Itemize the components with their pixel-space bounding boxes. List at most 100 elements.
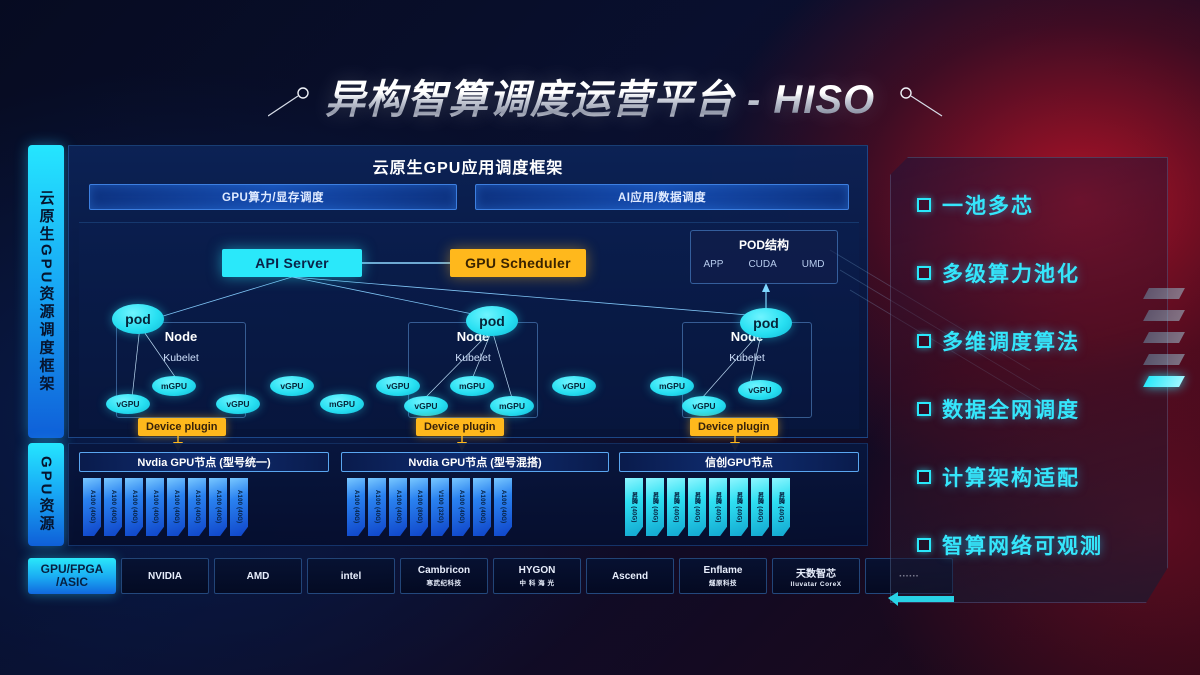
vendor-logo-3[interactable]: intel: [307, 558, 395, 594]
gpu-card-2-2[interactable]: A100 (40G): [368, 478, 386, 536]
vendor-name: Cambricon: [417, 565, 471, 576]
gpu-card-1-7[interactable]: A100 (40G): [209, 478, 227, 536]
device-plugin-3[interactable]: Device plugin: [690, 418, 778, 436]
gpu-card-1-8[interactable]: A100 (40G): [230, 478, 248, 536]
feature-item-4[interactable]: 数据全网调度: [917, 388, 1167, 430]
vendor-logo-5[interactable]: HYGON 中 科 海 光: [493, 558, 581, 594]
gpu-label: mGPU: [329, 399, 355, 409]
gpu-card-3-8[interactable]: 昇腾 (40G): [772, 478, 790, 536]
vgpu-2-1[interactable]: vGPU: [376, 376, 420, 396]
feature-label: 多维调度算法: [942, 331, 1080, 354]
gpu-card-2-7[interactable]: A100 (40G): [473, 478, 491, 536]
mgpu-2-2[interactable]: mGPU: [450, 376, 494, 396]
feature-label: 数据全网调度: [942, 399, 1080, 422]
vendor-logo-8[interactable]: 天数智芯 Iluvatar CoreX: [772, 558, 860, 594]
sidebar-item-gpu-resource[interactable]: GPU资源: [28, 443, 64, 546]
gpu-card-1-2[interactable]: A100 (40G): [104, 478, 122, 536]
gpu-card-3-6[interactable]: 昇腾 (40G): [730, 478, 748, 536]
gpu-card-3-3[interactable]: 昇腾 (40G): [667, 478, 685, 536]
gpu-card-face: [688, 478, 706, 536]
gpu-card-1-1[interactable]: A100 (40G): [83, 478, 101, 536]
sidebar-item-framework[interactable]: 云原生GPU资源调度框架: [28, 145, 64, 438]
gpu-card-3-4[interactable]: 昇腾 (40G): [688, 478, 706, 536]
mgpu-1-2[interactable]: mGPU: [152, 376, 196, 396]
feature-item-3[interactable]: 多维调度算法: [917, 320, 1167, 362]
pod-node-2[interactable]: pod: [466, 306, 518, 336]
vgpu-1-1[interactable]: vGPU: [106, 394, 150, 414]
vgpu-2-3[interactable]: vGPU: [404, 396, 448, 416]
gpu-card-face: [751, 478, 769, 536]
gpu-card-1-4[interactable]: A100 (40G): [146, 478, 164, 536]
vendor-logo-6[interactable]: Ascend: [586, 558, 674, 594]
feature-item-6[interactable]: 智算网络可观测: [917, 524, 1167, 566]
scheduling-bar-ai-label: AI应用/数据调度: [617, 192, 707, 204]
gpu-card-2-8[interactable]: A100 (40G): [494, 478, 512, 536]
scheduling-bar-gpu[interactable]: GPU算力/显存调度: [89, 184, 457, 210]
node-title: Node: [164, 329, 198, 344]
node-box: [116, 322, 246, 418]
gpu-card-label: V100 (32G): [437, 490, 443, 524]
gpu-card-label: 昇腾 (40G): [756, 491, 763, 523]
gpu-card-label: A100 (40G): [215, 490, 221, 524]
gpu-card-2-3[interactable]: A100 (40G): [389, 478, 407, 536]
gpu-card-face: [473, 478, 491, 536]
vendor-subname: 中 科 海 光: [519, 580, 555, 587]
node-group-2: Node Kubelet pod vGPU mGPU vGPU mGPU vGP…: [376, 306, 596, 436]
gpu-card-1-6[interactable]: A100 (40G): [188, 478, 206, 536]
gpu-node-head-2[interactable]: Nvdia GPU节点 (型号混搭): [341, 452, 609, 472]
checkbox-icon: [917, 266, 931, 280]
gpu-card-row-3: 昇腾 (40G) 昇腾 (40G) 昇腾 (40G) 昇腾 (40G) 昇腾 (40G)…: [625, 478, 790, 540]
device-plugin-label: Device plugin: [424, 421, 496, 433]
pod-layer-umd: UMD: [801, 259, 825, 270]
gpu-card-3-1[interactable]: 昇腾 (40G): [625, 478, 643, 536]
gpu-card-3-7[interactable]: 昇腾 (40G): [751, 478, 769, 536]
gpu-node-head-3[interactable]: 信创GPU节点: [619, 452, 859, 472]
gpu-card-2-5[interactable]: V100 (32G): [431, 478, 449, 536]
feature-item-5[interactable]: 计算架构适配: [917, 456, 1167, 498]
mgpu-2-4[interactable]: mGPU: [490, 396, 534, 416]
gpu-card-label: A100 (40G): [395, 490, 401, 524]
gpu-card-face: [389, 478, 407, 536]
vgpu-1-3[interactable]: vGPU: [216, 394, 260, 414]
vgpu-3-3[interactable]: vGPU: [738, 380, 782, 400]
gpu-label: vGPU: [414, 401, 438, 411]
pod-node-3[interactable]: pod: [740, 308, 792, 338]
feature-item-2[interactable]: 多级算力池化: [917, 252, 1167, 294]
pod-label: pod: [479, 313, 505, 329]
vendor-subname: Iluvatar CoreX: [790, 580, 842, 588]
gpu-card-label: A100 (40G): [500, 490, 506, 524]
api-server-box[interactable]: API Server: [222, 249, 362, 277]
gpu-card-1-3[interactable]: A100 (40G): [125, 478, 143, 536]
vendor-logo-2[interactable]: AMD: [214, 558, 302, 594]
gpu-card-face: [410, 478, 428, 536]
gpu-card-3-5[interactable]: 昇腾 (40G): [709, 478, 727, 536]
title-ornament-left: [268, 86, 314, 118]
gpu-card-face: [188, 478, 206, 536]
vendor-logo-4[interactable]: Cambricon 寒武纪科技: [400, 558, 488, 594]
mgpu-1-5[interactable]: mGPU: [320, 394, 364, 414]
vendor-label-line1: GPU/FPGA: [40, 562, 104, 576]
vgpu-3-2[interactable]: vGPU: [682, 396, 726, 416]
gpu-card-2-1[interactable]: A100 (40G): [347, 478, 365, 536]
scheduling-bar-ai[interactable]: AI应用/数据调度: [475, 184, 849, 210]
pod-node-1[interactable]: pod: [112, 304, 164, 334]
vgpu-2-5[interactable]: vGPU: [552, 376, 596, 396]
gpu-scheduler-box[interactable]: GPU Scheduler: [450, 249, 586, 277]
gpu-card-label: A100 (40G): [479, 490, 485, 524]
gpu-node-head-1[interactable]: Nvdia GPU节点 (型号统一): [79, 452, 329, 472]
vendor-logo-1[interactable]: NVIDIA: [121, 558, 209, 594]
gpu-card-face: [625, 478, 643, 536]
device-plugin-1[interactable]: Device plugin: [138, 418, 226, 436]
vendor-bar: GPU/FPGA /ASIC NVIDIA AMD intel Cambricon 寒武…: [28, 558, 953, 594]
gpu-card-2-4[interactable]: A100 (80G): [410, 478, 428, 536]
mgpu-3-1[interactable]: mGPU: [650, 376, 694, 396]
device-plugin-2[interactable]: Device plugin: [416, 418, 504, 436]
vgpu-1-4[interactable]: vGPU: [270, 376, 314, 396]
vendor-logo-7[interactable]: Enflame 燧原科技: [679, 558, 767, 594]
gpu-card-3-2[interactable]: 昇腾 (40G): [646, 478, 664, 536]
pod-layer-cuda: CUDA: [748, 259, 777, 270]
gpu-card-1-5[interactable]: A100 (40G): [167, 478, 185, 536]
checkbox-icon: [917, 198, 931, 212]
gpu-card-2-6[interactable]: A100 (40G): [452, 478, 470, 536]
feature-item-1[interactable]: 一池多芯: [917, 184, 1167, 226]
